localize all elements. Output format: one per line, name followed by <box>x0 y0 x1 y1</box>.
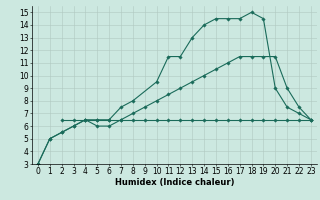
X-axis label: Humidex (Indice chaleur): Humidex (Indice chaleur) <box>115 178 234 187</box>
